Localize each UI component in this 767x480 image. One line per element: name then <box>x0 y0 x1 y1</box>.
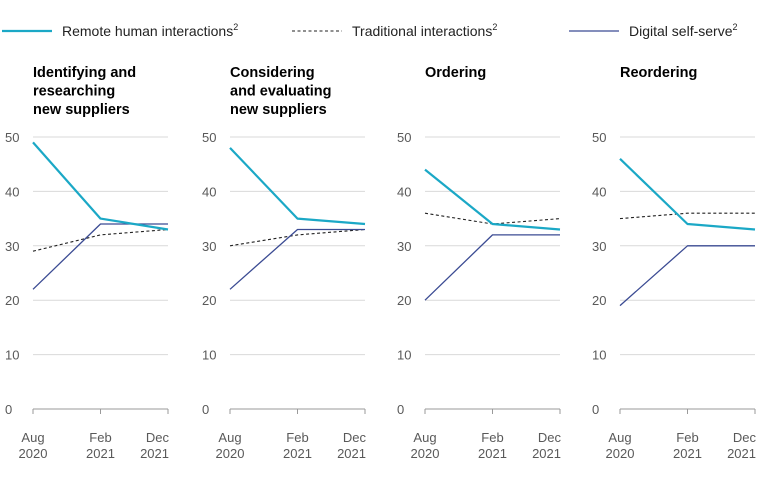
y-tick-label: 20 <box>202 293 216 308</box>
panel-1: Identifying and researching new suppliers 0… <box>5 65 169 461</box>
legend-entry-3: Digital self-serve2 <box>569 22 738 39</box>
x-tick-label: 2020 <box>411 446 440 461</box>
y-tick-label: 30 <box>5 239 19 254</box>
panel-title-line: Considering <box>230 65 315 81</box>
series-line-digital-self-serve <box>229 228 365 290</box>
y-tick-label: 10 <box>202 348 216 363</box>
x-tick-label: Feb <box>286 430 308 445</box>
x-tick-label: 2021 <box>532 446 561 461</box>
y-tick-label: 40 <box>397 184 411 199</box>
x-tick-label: 2021 <box>673 446 702 461</box>
panel-2: Considering and evaluating new suppliers 0 1… <box>202 65 366 461</box>
x-tick-label: 2021 <box>337 446 366 461</box>
x-tick-label: 2021 <box>283 446 312 461</box>
y-tick-label: 50 <box>397 130 411 145</box>
x-tick-label: 2020 <box>216 446 245 461</box>
y-tick-label: 0 <box>592 402 599 417</box>
y-tick-label: 40 <box>202 184 216 199</box>
x-tick-label: Dec <box>343 430 367 445</box>
series-line-traditional-interactions <box>229 228 366 247</box>
legend-label: Traditional interactions2 <box>352 22 497 39</box>
x-tick-label: Dec <box>733 430 757 445</box>
y-tick-label: 40 <box>592 184 606 199</box>
y-tick-label: 30 <box>592 239 606 254</box>
y-tick-label: 20 <box>397 293 411 308</box>
legend-entry-2: Traditional interactions2 <box>292 22 497 39</box>
panel-4: Reordering01020304050Aug2020Feb2021Dec20… <box>592 65 756 461</box>
series-line-traditional-interactions <box>424 212 561 225</box>
panel-title-line: Ordering <box>425 65 486 81</box>
panel-title-line: Reordering <box>620 65 697 81</box>
panel-title-line: new suppliers <box>33 102 130 118</box>
y-tick-label: 50 <box>202 130 216 145</box>
series-line-digital-self-serve <box>424 234 560 301</box>
legend-label-sup: 2 <box>492 22 497 32</box>
series-line-remote-human-interactions <box>619 158 756 231</box>
legend-label-text: Traditional interactions <box>352 23 492 39</box>
y-tick-label: 50 <box>592 130 606 145</box>
y-tick-label: 40 <box>5 184 19 199</box>
panel-title-line: new suppliers <box>230 102 327 118</box>
legend-label-sup: 2 <box>233 22 238 32</box>
panel-title-line: Identifying and <box>33 65 136 81</box>
y-tick-label: 10 <box>5 348 19 363</box>
y-tick-label: 50 <box>5 130 19 145</box>
legend-label-sup: 2 <box>732 22 737 32</box>
series-line-remote-human-interactions <box>32 141 169 231</box>
panel-title-line: and evaluating <box>230 84 332 100</box>
x-tick-label: Feb <box>676 430 698 445</box>
x-tick-label: 2021 <box>478 446 507 461</box>
y-tick-label: 0 <box>202 402 209 417</box>
x-tick-label: Aug <box>21 430 44 445</box>
chart-panels: Identifying and researching new suppliers 0… <box>5 65 756 461</box>
y-tick-label: 0 <box>5 402 12 417</box>
panel-title-line: researching <box>33 84 115 100</box>
y-tick-label: 0 <box>397 402 404 417</box>
x-tick-label: 2021 <box>727 446 756 461</box>
y-tick-label: 30 <box>397 239 411 254</box>
x-tick-label: Aug <box>218 430 241 445</box>
x-tick-label: Feb <box>481 430 503 445</box>
y-tick-label: 30 <box>202 239 216 254</box>
x-tick-label: 2021 <box>140 446 169 461</box>
y-tick-label: 20 <box>592 293 606 308</box>
x-tick-label: Dec <box>146 430 170 445</box>
legend: Remote human interactions2 Traditional in… <box>2 22 738 39</box>
y-tick-label: 20 <box>5 293 19 308</box>
x-tick-label: Aug <box>413 430 436 445</box>
x-tick-label: Feb <box>89 430 111 445</box>
y-tick-label: 10 <box>397 348 411 363</box>
legend-label: Digital self-serve2 <box>629 22 738 39</box>
series-line-digital-self-serve <box>619 245 755 307</box>
series-line-traditional-interactions <box>32 228 169 252</box>
x-tick-label: Dec <box>538 430 562 445</box>
x-tick-label: Aug <box>608 430 631 445</box>
x-tick-label: 2021 <box>86 446 115 461</box>
legend-label: Remote human interactions2 <box>62 22 238 39</box>
series-line-digital-self-serve <box>32 223 168 290</box>
series-line-remote-human-interactions <box>424 168 561 231</box>
legend-label-text: Digital self-serve <box>629 23 733 39</box>
x-tick-label: 2020 <box>606 446 635 461</box>
series-line-traditional-interactions <box>619 212 755 220</box>
series-line-remote-human-interactions <box>229 147 366 226</box>
x-tick-label: 2020 <box>19 446 48 461</box>
y-tick-label: 10 <box>592 348 606 363</box>
legend-entry-1: Remote human interactions2 <box>2 22 238 39</box>
legend-label-text: Remote human interactions <box>62 23 233 39</box>
